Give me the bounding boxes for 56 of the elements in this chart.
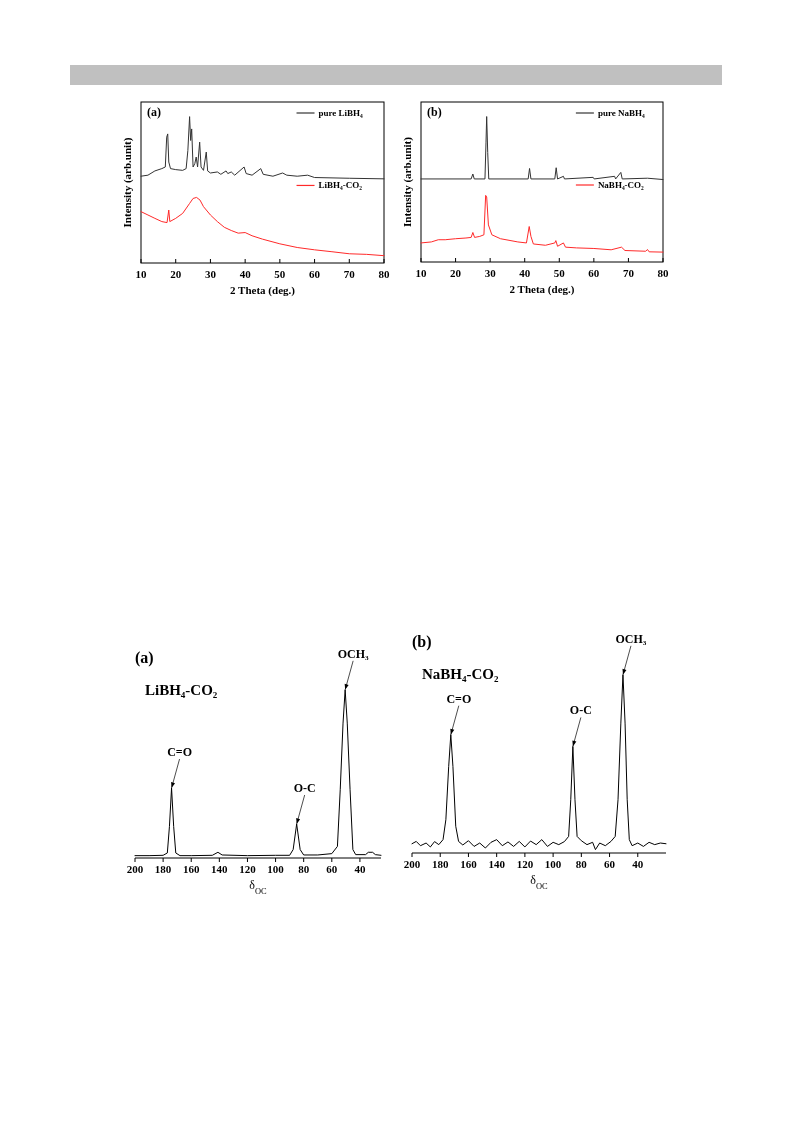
x-tick-label: 180 <box>431 858 449 870</box>
x-axis-title: 2 Theta (deg.) <box>509 283 575 296</box>
annotation: O-C <box>293 781 316 796</box>
x-tick-label: 40 <box>632 858 644 870</box>
x-tick-label: 20 <box>170 268 182 280</box>
x-tick-label: 50 <box>553 267 566 279</box>
x-tick-label: 60 <box>326 863 338 875</box>
x-tick-label: 120 <box>516 858 534 870</box>
chart-title: (b) <box>427 105 442 119</box>
x-tick-label: 30 <box>204 268 217 280</box>
chart-title: (a) <box>147 105 161 119</box>
x-tick-label: 160 <box>460 858 478 870</box>
x-axis-title: 2 Theta (deg.) <box>230 284 296 297</box>
x-tick-label: 10 <box>135 268 147 280</box>
annotation: C=O <box>446 691 472 706</box>
x-tick-label: 80 <box>378 268 390 280</box>
x-tick-label: 20 <box>450 267 462 279</box>
legend-label: pure LiBH₄ <box>318 108 364 118</box>
annotation: O-C <box>569 703 592 718</box>
x-tick-label: 70 <box>622 267 635 279</box>
x-tick-label: 60 <box>309 268 321 280</box>
x-tick-label: 140 <box>211 863 229 875</box>
legend-label: pure NaBH₄ <box>597 108 645 118</box>
x-axis-title: δ$_{OC}$ <box>530 873 549 891</box>
x-tick-label: 40 <box>239 268 252 280</box>
x-tick-label: 180 <box>154 863 172 875</box>
legend-label: NaBH₄-CO₂ <box>597 180 645 190</box>
y-axis-title: Intensity (arb.unit) <box>401 136 414 227</box>
x-tick-label: 100 <box>544 858 562 870</box>
x-tick-label: 10 <box>415 267 427 279</box>
x-tick-label: 160 <box>182 863 200 875</box>
x-tick-label: 200 <box>126 863 144 875</box>
annotation: OCH₃ <box>337 646 370 661</box>
x-tick-label: 80 <box>298 863 310 875</box>
x-tick-label: 40 <box>354 863 366 875</box>
x-tick-label: 50 <box>274 268 286 280</box>
annotation: OCH₃ <box>615 631 647 646</box>
chart-title: (a) <box>135 649 154 667</box>
legend-label: LiBH₄-CO₂ <box>318 180 363 191</box>
x-tick-label: 30 <box>484 267 497 279</box>
x-tick-label: 80 <box>575 858 588 870</box>
x-axis-title: δ$_{OC}$ <box>249 878 268 896</box>
x-tick-label: 60 <box>588 267 600 279</box>
x-tick-label: 140 <box>488 858 506 870</box>
y-axis-title: Intensity (arb.unit) <box>121 137 134 228</box>
chart-subtitle: NaBH₄-CO₂ <box>422 666 499 682</box>
x-tick-label: 80 <box>657 267 669 279</box>
x-tick-label: 70 <box>343 268 356 280</box>
x-tick-label: 100 <box>267 863 285 875</box>
x-tick-label: 120 <box>239 863 257 875</box>
x-tick-label: 40 <box>519 267 531 279</box>
chart-title: (b) <box>412 633 432 651</box>
chart-subtitle: LiBH₄-CO₂ <box>145 682 218 698</box>
x-tick-label: 60 <box>604 858 616 870</box>
x-tick-label: 200 <box>403 858 421 870</box>
annotation: C=O <box>167 745 192 760</box>
